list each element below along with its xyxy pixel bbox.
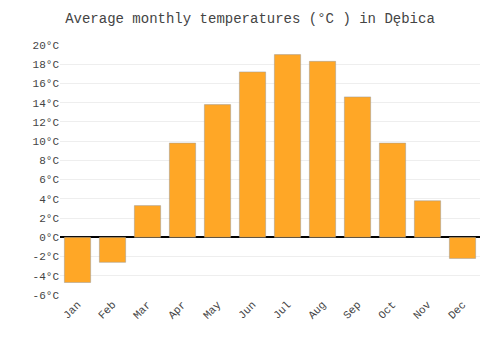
svg-text:-4°C: -4°C: [33, 271, 60, 283]
svg-text:18°C: 18°C: [33, 59, 60, 71]
svg-text:2°C: 2°C: [39, 213, 59, 225]
svg-text:16°C: 16°C: [33, 78, 60, 90]
svg-text:4°C: 4°C: [39, 194, 59, 206]
svg-text:-2°C: -2°C: [33, 251, 60, 263]
svg-text:Apr: Apr: [166, 299, 188, 321]
svg-text:Average monthly temperatures (: Average monthly temperatures (°C ) in Dę…: [65, 11, 435, 27]
svg-text:Jan: Jan: [61, 299, 83, 321]
svg-text:Dec: Dec: [446, 299, 468, 321]
svg-text:Jun: Jun: [236, 299, 258, 321]
svg-text:Aug: Aug: [306, 299, 328, 321]
svg-text:12°C: 12°C: [33, 117, 60, 129]
svg-text:14°C: 14°C: [33, 98, 60, 110]
svg-text:May: May: [201, 299, 224, 322]
svg-text:Oct: Oct: [376, 299, 398, 321]
svg-text:Nov: Nov: [411, 299, 434, 322]
svg-text:Feb: Feb: [96, 299, 118, 321]
svg-text:8°C: 8°C: [39, 155, 59, 167]
svg-text:20°C: 20°C: [33, 40, 60, 52]
svg-text:0°C: 0°C: [39, 232, 59, 244]
svg-text:Jul: Jul: [271, 299, 293, 321]
svg-text:Sep: Sep: [341, 299, 363, 321]
svg-text:6°C: 6°C: [39, 174, 59, 186]
svg-text:10°C: 10°C: [33, 136, 60, 148]
svg-text:-6°C: -6°C: [33, 290, 60, 302]
svg-text:Mar: Mar: [131, 299, 153, 321]
